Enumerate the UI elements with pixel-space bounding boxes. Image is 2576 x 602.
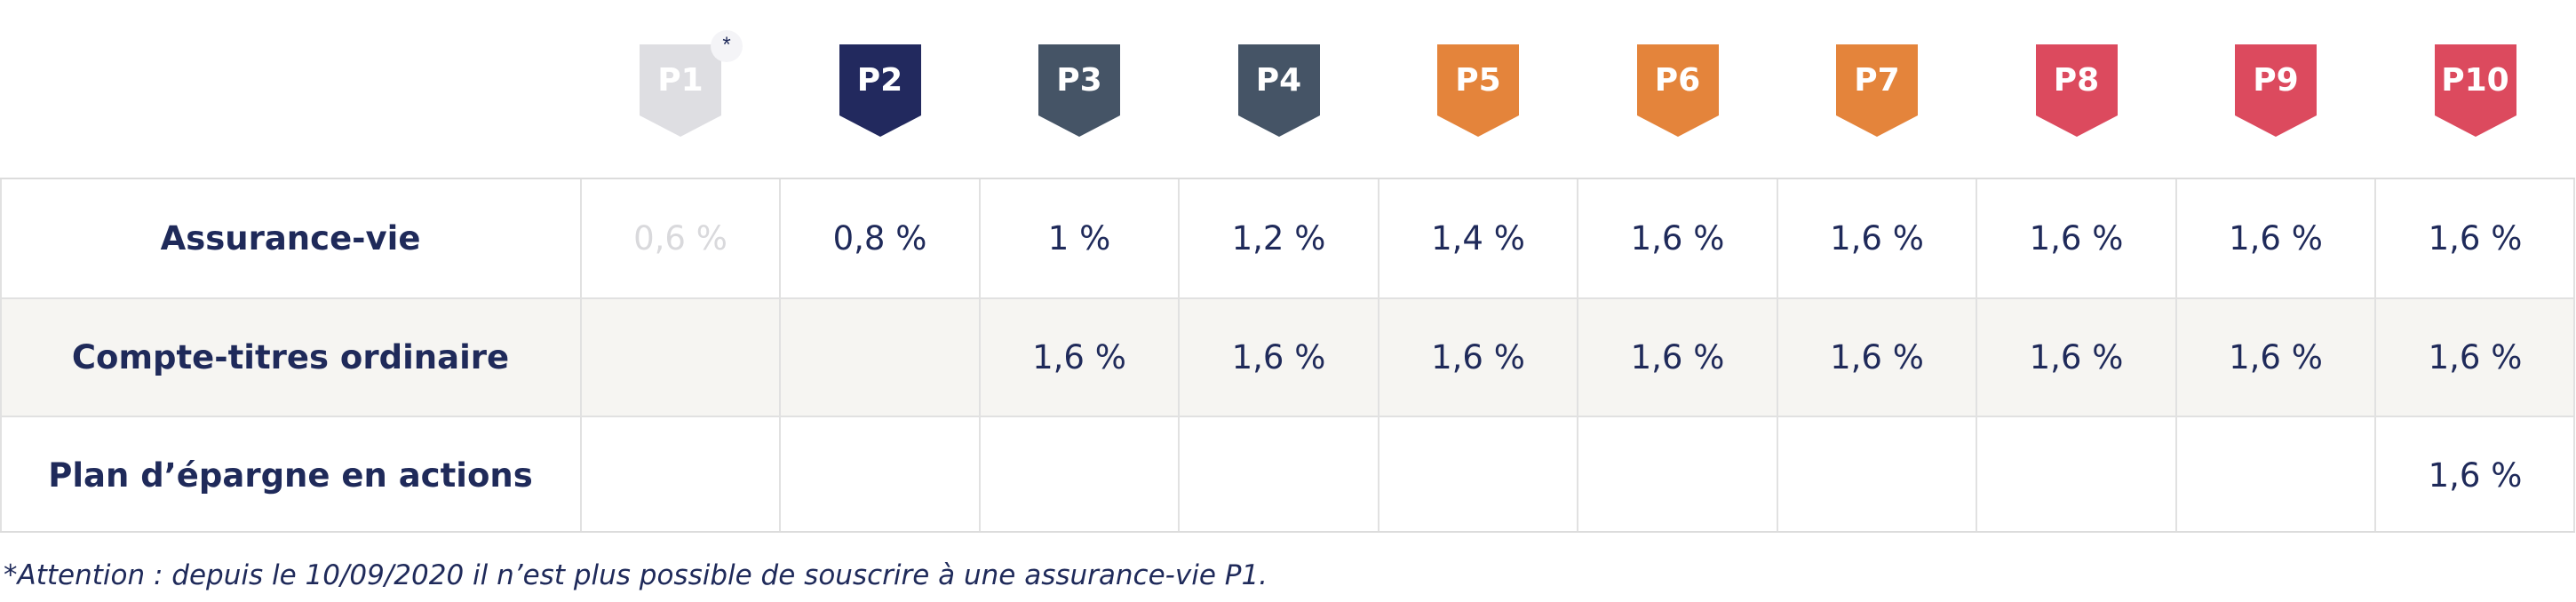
table-row-pea: Plan d’épargne en actions 1,6 % (0, 416, 2575, 533)
profile-badge-p10: P10 (2434, 44, 2516, 137)
table-divider (1976, 179, 1977, 531)
table-cell: 1,6 % (1431, 338, 1525, 376)
profile-badge-label: P6 (1654, 61, 1701, 99)
table-cell (1578, 417, 1777, 533)
table-divider (2573, 179, 2575, 531)
table-cell: 1,6 % (1830, 338, 1924, 376)
profile-col-p5: P5 (1379, 0, 1578, 178)
profile-badge-label: P8 (2053, 61, 2100, 99)
asterisk-note-marker: * (711, 30, 743, 62)
table-cell: 1,6 % (2029, 338, 2124, 376)
profile-badge-p3: P3 (1038, 44, 1120, 137)
profile-badge-p1: P1 * (640, 30, 743, 137)
table-divider (979, 179, 981, 531)
table-cell (1179, 417, 1379, 533)
profile-col-p7: P7 (1777, 0, 1976, 178)
table-row-compte-titres: Compte-titres ordinaire 1,6 % 1,6 % 1,6 … (0, 297, 2575, 416)
table-divider (1577, 179, 1578, 531)
table-cell: 1,2 % (1231, 219, 1326, 257)
table-cell: 0,8 % (832, 219, 927, 257)
profile-col-p2: P2 (780, 0, 980, 178)
table-divider (779, 179, 781, 531)
table-row-assurance-vie: Assurance-vie 0,6 % 0,8 % 1 % 1,2 % 1,4 … (0, 179, 2575, 297)
profile-badge-label: P1 (657, 61, 704, 99)
row-label: Compte-titres ordinaire (71, 338, 510, 376)
profile-badge-label: P2 (856, 61, 903, 99)
profile-header: P1 * P2 P3 P4 P5 P6 (0, 0, 2576, 178)
table-cell: 1,6 % (2428, 219, 2523, 257)
table-cell: 1 % (1047, 219, 1111, 257)
profile-badge-p6: P6 (1636, 44, 1719, 137)
table-divider (2374, 179, 2376, 531)
table-divider (1178, 179, 1180, 531)
table-cell: 1,6 % (2229, 338, 2323, 376)
table-cell (1777, 417, 1976, 533)
table-cell (1976, 417, 2176, 533)
table-divider (580, 179, 582, 531)
table-cell: 1,6 % (2428, 338, 2523, 376)
profile-col-p1: P1 * (581, 0, 780, 178)
profile-badge-label: P5 (1455, 61, 1501, 99)
table-cell (780, 417, 980, 533)
profile-badge-label: P4 (1255, 61, 1302, 99)
table-cell: 1,6 % (1630, 219, 1725, 257)
profile-badge-p4: P4 (1237, 44, 1320, 137)
row-label: Plan d’épargne en actions (48, 455, 533, 495)
table-cell: 1,6 % (1032, 338, 1126, 376)
table-divider (1777, 179, 1778, 531)
table-cell: 1,6 % (2229, 219, 2323, 257)
fees-table: Assurance-vie 0,6 % 0,8 % 1 % 1,2 % 1,4 … (0, 178, 2575, 533)
table-cell: 1,6 % (2428, 455, 2523, 495)
profile-badge-p2: P2 (839, 44, 921, 137)
table-cell: 0,6 % (633, 219, 727, 257)
row-label: Assurance-vie (160, 219, 421, 257)
profile-badge-label: P9 (2253, 61, 2299, 99)
table-cell: 1,6 % (1630, 338, 1725, 376)
profile-badge-label: P3 (1056, 61, 1102, 99)
profile-col-p8: P8 (1976, 0, 2176, 178)
table-cell (2176, 417, 2375, 533)
profile-col-p9: P9 (2176, 0, 2375, 178)
profile-badge-p7: P7 (1836, 44, 1918, 137)
table-cell (581, 299, 780, 416)
profile-col-p4: P4 (1179, 0, 1379, 178)
table-cell (1379, 417, 1578, 533)
table-cell: 1,6 % (1830, 219, 1924, 257)
profile-badge-label: P7 (1854, 61, 1900, 99)
table-cell (780, 299, 980, 416)
table-cell (980, 417, 1179, 533)
table-divider (1378, 179, 1379, 531)
profile-badge-label: P10 (2441, 61, 2509, 99)
table-cell: 1,4 % (1431, 219, 1525, 257)
table-cell: 1,6 % (1231, 338, 1326, 376)
profile-badge-p5: P5 (1437, 44, 1519, 137)
profile-col-p6: P6 (1578, 0, 1777, 178)
table-cell (581, 417, 780, 533)
footnote: *Attention : depuis le 10/09/2020 il n’e… (4, 559, 1268, 591)
table-cell: 1,6 % (2029, 219, 2124, 257)
profile-col-p10: P10 (2375, 0, 2575, 178)
profile-col-p3: P3 (980, 0, 1179, 178)
profile-badge-p9: P9 (2235, 44, 2317, 137)
table-divider (0, 179, 2, 531)
profile-badge-p8: P8 (2035, 44, 2118, 137)
table-divider (2175, 179, 2177, 531)
